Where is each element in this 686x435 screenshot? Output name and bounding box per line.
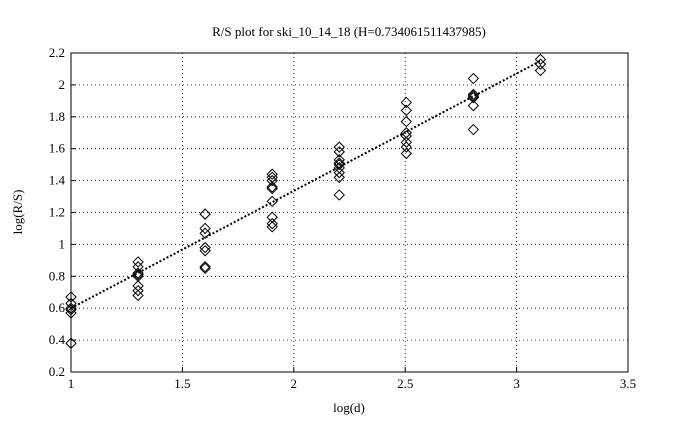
x-tick-label: 2	[291, 376, 298, 391]
y-tick-label: 0.8	[49, 268, 65, 283]
data-point	[199, 241, 211, 254]
data-point	[534, 58, 547, 70]
y-tick-label: 1.2	[49, 205, 65, 220]
data-point	[400, 136, 413, 149]
data-point	[400, 104, 413, 117]
chart-title: R/S plot for ski_10_14_18 (H=0.734061511…	[212, 24, 486, 39]
data-point	[266, 181, 278, 193]
y-tick-label: 2.2	[49, 45, 65, 60]
data-point	[333, 171, 345, 184]
data-point	[400, 130, 413, 142]
data-point	[400, 127, 413, 139]
data-point	[132, 289, 144, 302]
y-tick-label: 1	[59, 236, 66, 251]
data-point	[266, 182, 278, 195]
y-tick-label: 0.6	[49, 300, 66, 315]
data-point	[199, 262, 211, 275]
data-point	[534, 53, 547, 66]
data-point	[400, 147, 413, 160]
data-point	[467, 72, 480, 85]
data-point	[333, 141, 345, 153]
data-point	[266, 195, 278, 208]
y-axis-label: log(R/S)	[10, 190, 25, 235]
data-point	[65, 304, 77, 316]
x-tick-label: 1.5	[174, 376, 190, 391]
x-axis-label: log(d)	[333, 400, 365, 415]
data-point	[467, 88, 480, 101]
y-tick-label: 1.6	[49, 141, 66, 156]
y-tick-label: 0.4	[49, 332, 66, 347]
data-point	[333, 154, 345, 166]
data-point	[534, 64, 547, 77]
data-point	[65, 337, 77, 349]
data-point	[400, 141, 413, 153]
x-tick-label: 2.5	[397, 376, 413, 391]
data-point	[65, 302, 77, 314]
data-point	[266, 217, 278, 230]
y-tick-label: 1.8	[49, 109, 65, 124]
data-point	[199, 227, 211, 239]
fit-line	[70, 60, 541, 310]
data-point	[132, 284, 144, 297]
data-point	[467, 123, 480, 136]
data-point	[400, 115, 413, 128]
x-tick-label: 3	[513, 376, 520, 391]
data-point	[333, 189, 345, 201]
data-point	[467, 99, 480, 112]
x-tick-label: 1	[68, 376, 75, 391]
data-point	[333, 166, 345, 179]
data-point	[132, 268, 144, 281]
data-point	[266, 211, 278, 223]
x-tick-label: 3.5	[620, 376, 636, 391]
y-tick-label: 2	[59, 77, 66, 92]
data-point	[266, 168, 278, 180]
y-tick-label: 0.2	[49, 364, 65, 379]
data-point	[467, 91, 480, 104]
data-point	[199, 208, 211, 220]
data-point	[333, 158, 345, 171]
data-point	[65, 291, 77, 303]
data-point	[333, 146, 345, 158]
data-point	[266, 221, 278, 233]
data-point	[132, 256, 144, 268]
data-point	[199, 222, 211, 235]
data-point	[199, 261, 211, 273]
data-point	[199, 245, 211, 257]
data-point	[199, 208, 211, 220]
y-tick-label: 1.4	[49, 173, 66, 188]
data-point	[266, 174, 278, 187]
plot-frame	[70, 52, 629, 373]
data-point	[132, 267, 144, 279]
data-point	[400, 96, 413, 109]
